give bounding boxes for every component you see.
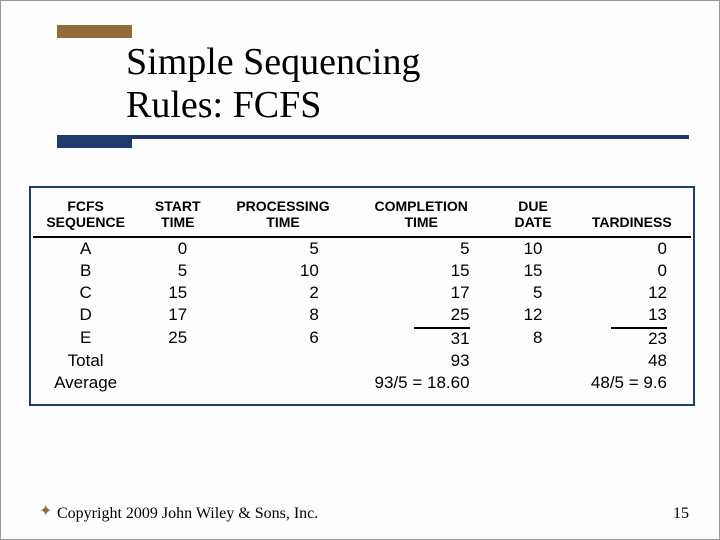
hdr-start-l1: START <box>155 198 201 214</box>
title-line-1: Simple Sequencing <box>126 41 420 83</box>
cell-tard: 0 <box>573 238 691 260</box>
hdr-proc-l2: TIME <box>266 214 299 230</box>
cell-comp: 25 <box>349 304 494 326</box>
fcfs-table-container: FCFS SEQUENCE START TIME PROCESSING TIME… <box>29 186 695 406</box>
cell-comp: 31 <box>349 326 494 350</box>
cell-comp: 5 <box>349 238 494 260</box>
hdr-due: DUE DATE <box>494 196 573 237</box>
hdr-comp-l1: COMPLETION <box>375 198 468 214</box>
cell-due: 5 <box>494 282 573 304</box>
hdr-due-l2: DATE <box>515 214 552 230</box>
total-row: Total 93 48 <box>33 350 691 372</box>
hdr-seq-l2: SEQUENCE <box>46 214 125 230</box>
accent-bar-top <box>57 25 132 38</box>
hdr-comp-l2: TIME <box>404 214 437 230</box>
hdr-tardiness: TARDINESS <box>573 196 691 237</box>
table-row: B51015150 <box>33 260 691 282</box>
cell-due: 12 <box>494 304 573 326</box>
cell-seq: E <box>33 326 138 350</box>
total-comp: 93 <box>349 350 494 372</box>
cell-tard: 23 <box>573 326 691 350</box>
cell-tard: 12 <box>573 282 691 304</box>
hdr-tard-l1: TARDINESS <box>592 214 672 230</box>
fcfs-table: FCFS SEQUENCE START TIME PROCESSING TIME… <box>33 196 691 394</box>
cell-proc: 6 <box>217 326 349 350</box>
hdr-seq-l1: FCFS <box>67 198 104 214</box>
hdr-completion: COMPLETION TIME <box>349 196 494 237</box>
table-row: C15217512 <box>33 282 691 304</box>
cell-proc: 8 <box>217 304 349 326</box>
hdr-processing: PROCESSING TIME <box>217 196 349 237</box>
total-label: Total <box>33 350 138 372</box>
cell-start: 25 <box>138 326 217 350</box>
slide-title: Simple Sequencing Rules: FCFS <box>126 41 420 126</box>
cell-start: 0 <box>138 238 217 260</box>
divider-accent <box>57 135 132 148</box>
hdr-sequence: FCFS SEQUENCE <box>33 196 138 237</box>
hdr-due-l1: DUE <box>518 198 548 214</box>
cell-due: 10 <box>494 238 573 260</box>
cell-seq: C <box>33 282 138 304</box>
table-row: D178251213 <box>33 304 691 326</box>
cell-comp: 15 <box>349 260 494 282</box>
divider-line <box>57 135 689 139</box>
avg-comp: 93/5 = 18.60 <box>349 372 494 394</box>
average-row: Average 93/5 = 18.60 48/5 = 9.6 <box>33 372 691 394</box>
hdr-start: START TIME <box>138 196 217 237</box>
cell-seq: B <box>33 260 138 282</box>
cell-tard: 13 <box>573 304 691 326</box>
title-line-2: Rules: FCFS <box>126 84 321 126</box>
table-row: E25631823 <box>33 326 691 350</box>
hdr-proc-l1: PROCESSING <box>236 198 329 214</box>
total-tard: 48 <box>573 350 691 372</box>
hdr-start-l2: TIME <box>161 214 194 230</box>
table-row: A055100 <box>33 238 691 260</box>
cell-comp: 17 <box>349 282 494 304</box>
cell-tard: 0 <box>573 260 691 282</box>
cell-seq: A <box>33 238 138 260</box>
cell-proc: 2 <box>217 282 349 304</box>
avg-label: Average <box>33 372 138 394</box>
copyright-footer: Copyright 2009 John Wiley & Sons, Inc. <box>57 505 318 523</box>
table-body: A055100B51015150C15217512D178251213E2563… <box>33 238 691 394</box>
cell-proc: 10 <box>217 260 349 282</box>
cell-start: 5 <box>138 260 217 282</box>
cell-start: 17 <box>138 304 217 326</box>
cell-due: 8 <box>494 326 573 350</box>
avg-tard: 48/5 = 9.6 <box>573 372 691 394</box>
cell-proc: 5 <box>217 238 349 260</box>
bullet-star-icon: ✦ <box>39 501 52 521</box>
cell-due: 15 <box>494 260 573 282</box>
page-number: 15 <box>673 505 689 523</box>
cell-start: 15 <box>138 282 217 304</box>
cell-seq: D <box>33 304 138 326</box>
header-row: FCFS SEQUENCE START TIME PROCESSING TIME… <box>33 196 691 237</box>
